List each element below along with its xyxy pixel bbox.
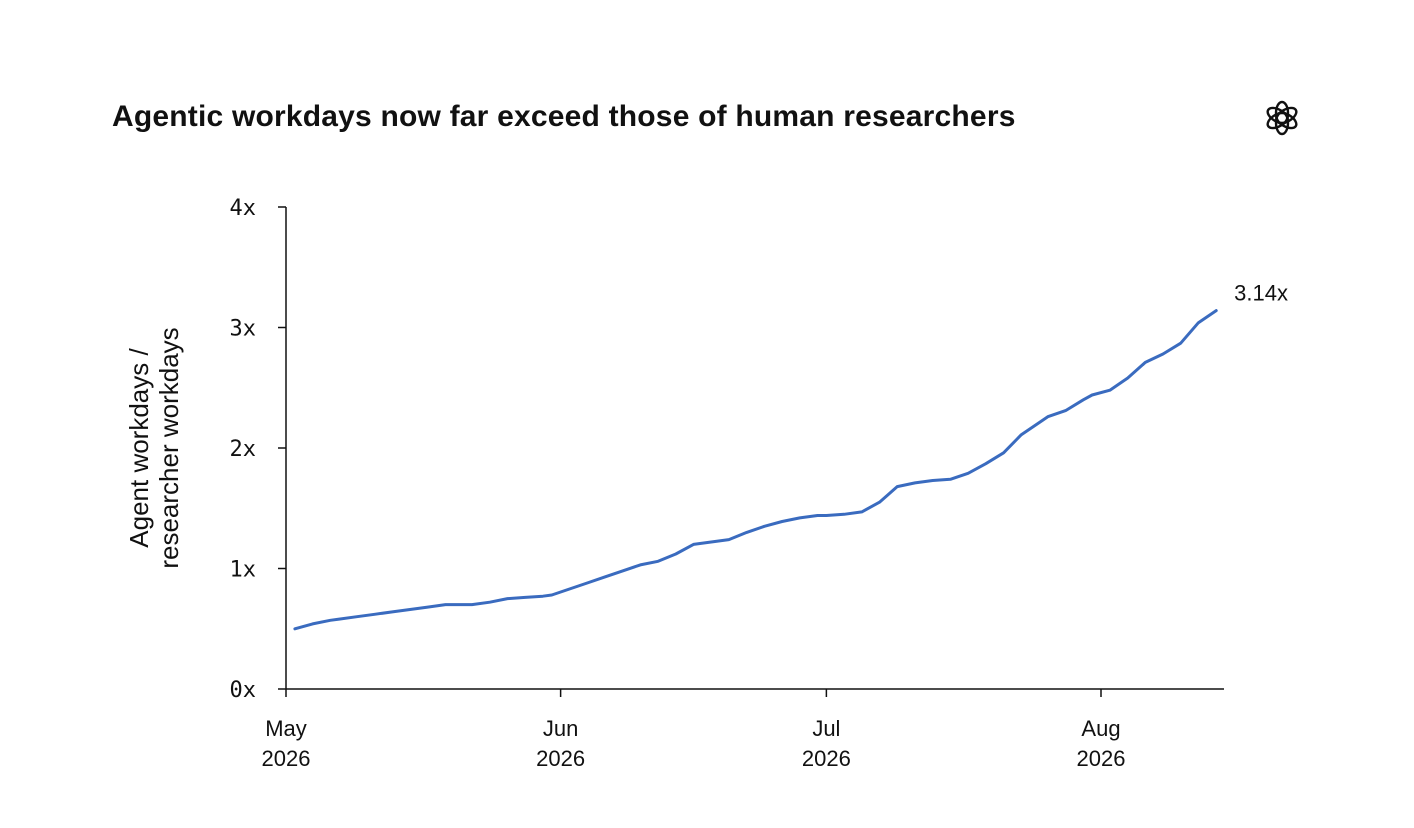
chart-axes (285, 207, 1224, 690)
x-tick-label: 2026 (536, 746, 585, 771)
x-tick-label: 2026 (1077, 746, 1126, 771)
y-tick-label: 2x (230, 437, 257, 462)
y-axis-title-line: researcher workdays (154, 327, 184, 568)
x-tick-label: Jul (812, 716, 840, 741)
y-axis-ticks: 0x 1x 2x 3x 4x (230, 196, 286, 703)
chart-title: Agentic workdays now far exceed those of… (112, 100, 1016, 133)
y-axis-label: Agent workdays /researcher workdays (124, 327, 184, 568)
series-group (293, 309, 1218, 631)
y-axis-title-line: Agent workdays / (124, 348, 154, 548)
y-tick-label: 4x (230, 196, 257, 221)
x-tick-label: 2026 (262, 746, 311, 771)
series-line (293, 309, 1218, 631)
y-axis-title: Agent workdays /researcher workdays (124, 327, 184, 568)
x-tick-label: May (265, 716, 307, 741)
openai-logo-icon (1266, 100, 1298, 136)
x-axis-ticks: May 2026 Jun 2026 Jul 2026 Aug 2026 (262, 689, 1126, 771)
x-tick-label: Jun (543, 716, 578, 741)
y-tick-label: 1x (230, 558, 257, 583)
y-tick-label: 3x (230, 317, 257, 342)
end-value-label: 3.14x (1234, 281, 1288, 306)
x-tick-label: 2026 (802, 746, 851, 771)
x-tick-label: Aug (1081, 716, 1120, 741)
y-tick-label: 0x (230, 678, 257, 703)
